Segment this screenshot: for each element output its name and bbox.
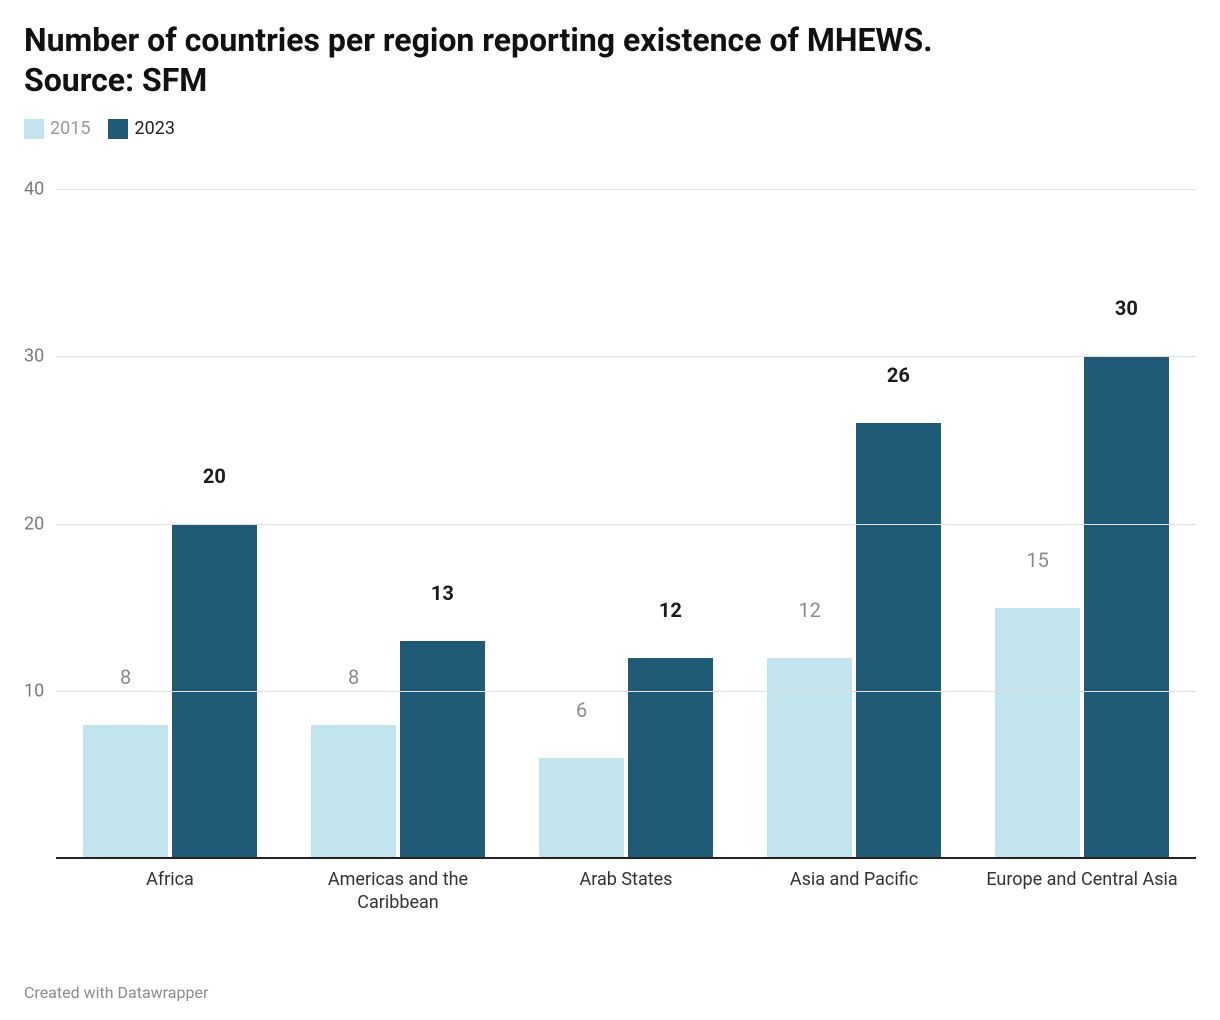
x-axis-label: Europe and Central Asia — [968, 863, 1196, 915]
bar — [1084, 356, 1169, 859]
baseline — [56, 857, 1196, 859]
y-tick-label: 40 — [24, 178, 52, 199]
x-axis-label: Africa — [56, 863, 284, 915]
chart-title: Number of countries per region reporting… — [24, 20, 1024, 100]
chart-footer: Created with Datawrapper — [24, 983, 208, 1002]
y-tick-label: 10 — [24, 681, 52, 702]
x-axis: AfricaAmericas and the CaribbeanArab Sta… — [56, 863, 1196, 915]
bar-pair: 1530 — [995, 155, 1168, 859]
x-axis-label: Arab States — [512, 863, 740, 915]
legend-swatch — [108, 119, 128, 139]
bar-column: 8 — [83, 155, 168, 859]
bar — [83, 725, 168, 859]
legend-label: 2015 — [50, 118, 90, 139]
bar-pair: 6 12 — [539, 155, 712, 859]
bar-column: 30 — [1084, 155, 1169, 859]
grid-area: 82081361212261530 10203040 — [56, 155, 1196, 859]
bar-group: 813 — [284, 155, 512, 859]
legend-item: 2015 — [24, 118, 90, 139]
legend-item: 2023 — [108, 118, 174, 139]
bar — [400, 641, 485, 859]
gridline — [56, 189, 1196, 190]
bar-column: 8 — [311, 155, 396, 859]
bar-value-label: 26 — [856, 363, 941, 393]
bar-group: 6 12 — [512, 155, 740, 859]
bar-pair: 813 — [311, 155, 484, 859]
bar — [628, 658, 713, 859]
bar — [539, 758, 624, 859]
bar-value-label: 6 — [539, 698, 624, 728]
bar-column: 12 — [628, 155, 713, 859]
bar-value-label: 13 — [400, 581, 485, 611]
bar — [856, 423, 941, 859]
bar-column: 12 — [767, 155, 852, 859]
gridline — [56, 691, 1196, 692]
bar-pair: 12 26 — [767, 155, 940, 859]
x-axis-label: Asia and Pacific — [740, 863, 968, 915]
bar-value-label: 15 — [995, 548, 1080, 578]
bar-column: 13 — [400, 155, 485, 859]
bar — [995, 608, 1080, 859]
legend-label: 2023 — [134, 118, 174, 139]
gridline — [56, 524, 1196, 525]
bar — [767, 658, 852, 859]
bar-group: 12 26 — [740, 155, 968, 859]
bar-column: 20 — [172, 155, 257, 859]
bar-value-label: 30 — [1084, 296, 1169, 326]
legend-swatch — [24, 119, 44, 139]
y-tick-label: 30 — [24, 346, 52, 367]
bar-column: 6 — [539, 155, 624, 859]
y-tick-label: 20 — [24, 513, 52, 534]
gridline — [56, 356, 1196, 357]
bar-value-label: 20 — [172, 464, 257, 494]
bar-groups: 82081361212261530 — [56, 155, 1196, 859]
bar-group: 1530 — [968, 155, 1196, 859]
bar-pair: 820 — [83, 155, 256, 859]
bar — [311, 725, 396, 859]
x-axis-label: Americas and the Caribbean — [284, 863, 512, 915]
bar-value-label: 12 — [767, 598, 852, 628]
bar-value-label: 12 — [628, 598, 713, 628]
bar-group: 820 — [56, 155, 284, 859]
bar-column: 26 — [856, 155, 941, 859]
chart-container: Number of countries per region reporting… — [0, 0, 1220, 1020]
plot-area: 82081361212261530 10203040 AfricaAmerica… — [24, 155, 1196, 915]
bar-column: 15 — [995, 155, 1080, 859]
legend: 2015 2023 — [24, 118, 1196, 139]
